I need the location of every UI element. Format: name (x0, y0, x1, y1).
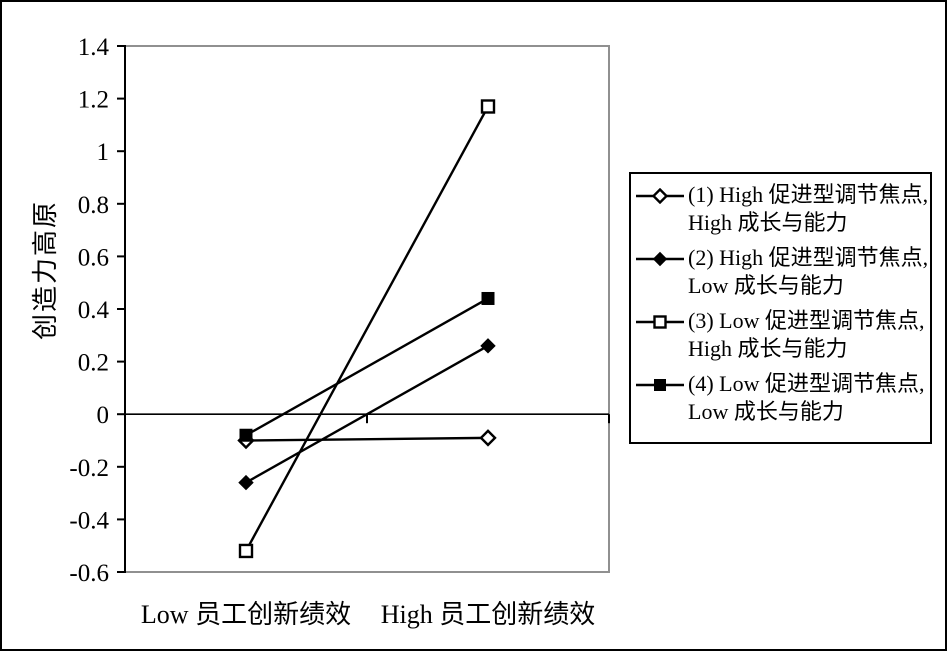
square-open-icon (636, 307, 684, 335)
legend-item-label: (2) High 促进型调节焦点, Low 成长与能力 (688, 245, 929, 298)
series-3-marker-low (238, 543, 254, 559)
series-4-marker-low (239, 428, 253, 442)
legend-item-label: (3) Low 促进型调节焦点, High 成长与能力 (688, 308, 925, 361)
series-4-marker-high (481, 291, 495, 305)
series-3-marker-high (480, 99, 496, 114)
y-tick-label: -0.2 (69, 455, 109, 482)
series-2-marker-low (238, 474, 254, 491)
series-line-2 (245, 344, 489, 484)
legend-item-1: (1) High 促进型调节焦点, High 成长与能力 (636, 181, 928, 237)
y-tick-label: 0 (97, 402, 110, 429)
y-axis-title: 创造力高原 (31, 200, 60, 341)
y-tick-label: 0.6 (78, 244, 109, 271)
x-category-label-high: High 员工创新绩效 (380, 600, 596, 629)
y-tick-label: -0.6 (69, 560, 109, 587)
y-tick-label: 0.2 (78, 350, 109, 377)
diamond-open-icon (636, 181, 684, 209)
legend-item-2: (2) High 促进型调节焦点, Low 成长与能力 (636, 244, 928, 300)
y-tick-label: 0.4 (78, 297, 110, 324)
x-category-label-low: Low 员工创新绩效 (140, 600, 352, 629)
series-2-marker-high (480, 338, 496, 354)
series-1-marker-high (479, 429, 497, 447)
y-tick-label: 1 (97, 139, 110, 166)
legend-item-4: (4) Low 促进型调节焦点, Low 成长与能力 (636, 370, 928, 426)
legend-item-3: (3) Low 促进型调节焦点, High 成长与能力 (636, 307, 928, 363)
legend: (1) High 促进型调节焦点, High 成长与能力 (2) High 促进型调… (629, 172, 932, 444)
square-filled-icon (636, 370, 684, 398)
plot-border (124, 45, 610, 573)
y-tick-label: -0.4 (69, 507, 109, 534)
series-line-1 (245, 436, 489, 442)
y-tick-label: 0.8 (78, 192, 109, 219)
y-tick-label: 1.4 (78, 34, 110, 61)
series-line-3 (244, 105, 490, 552)
diamond-filled-icon (636, 244, 684, 272)
series-line-4 (245, 297, 489, 437)
legend-item-label: (4) Low 促进型调节焦点, Low 成长与能力 (688, 371, 925, 424)
y-tick-label: 1.2 (78, 87, 109, 114)
legend-item-label: (1) High 促进型调节焦点, High 成长与能力 (688, 182, 929, 235)
